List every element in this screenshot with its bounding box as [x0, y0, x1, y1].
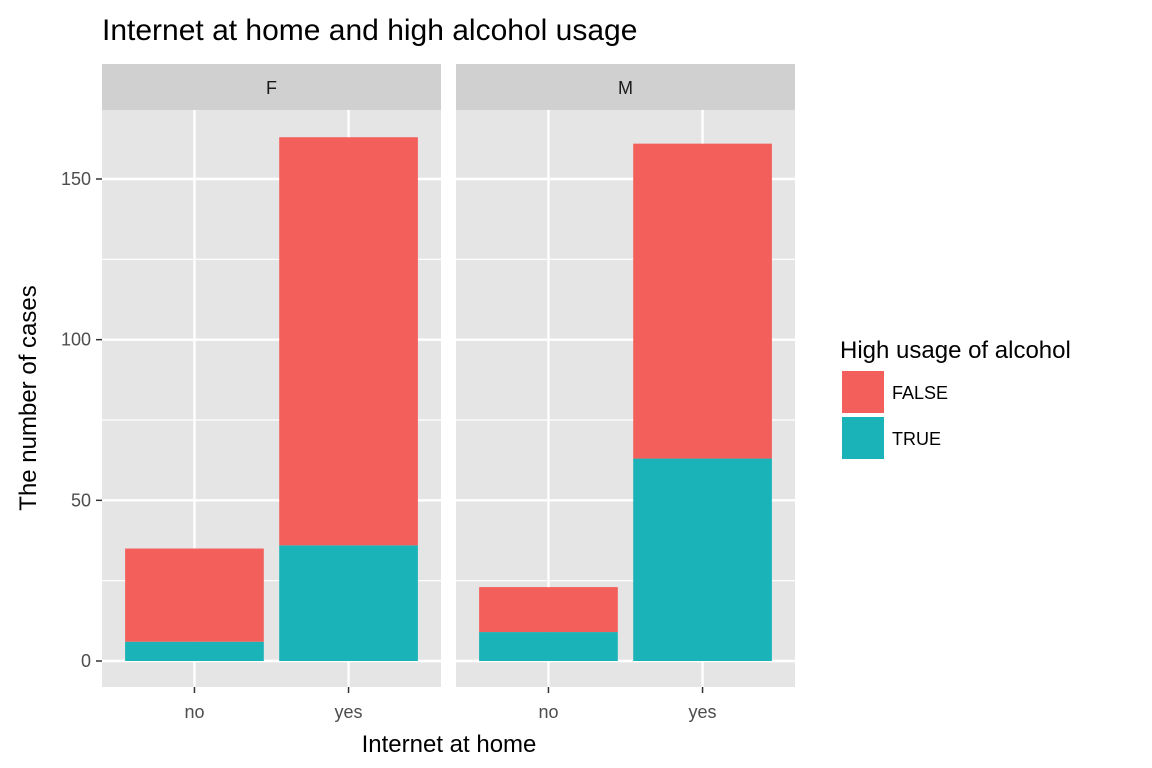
x-tick-label: yes [689, 702, 717, 722]
legend-label-false: FALSE [892, 383, 948, 403]
bar-true-m-no [479, 632, 618, 661]
bar-false-m-yes [633, 143, 772, 459]
legend-title: High usage of alcohol [840, 337, 1071, 364]
x-tick-label: no [538, 702, 558, 722]
bar-false-f-yes [279, 137, 418, 546]
bar-true-f-yes [279, 545, 418, 661]
legend-key-false [842, 371, 884, 413]
chart-title: Internet at home and high alcohol usage [102, 14, 637, 47]
x-tick-label: no [184, 702, 204, 722]
bar-false-f-no [125, 548, 264, 642]
facet-strip [102, 64, 441, 110]
facet-panel-m: Mno yes [456, 64, 795, 722]
x-axis-title: Internet at home [362, 731, 537, 758]
facet-panel-f: Fno yes [102, 64, 441, 722]
y-tick-label: 50 [71, 490, 91, 510]
y-axis-title: The number of cases [15, 285, 42, 510]
legend-key-true [842, 417, 884, 459]
y-axis: 0 50 100 150 [61, 169, 102, 671]
legend: High usage of alcohol FALSE TRUE [840, 337, 1071, 459]
legend-label-true: TRUE [892, 429, 941, 449]
bar-false-m-no [479, 587, 618, 633]
facet-strip-label: F [266, 78, 277, 98]
facet-strip [456, 64, 795, 110]
bar-true-f-no [125, 641, 264, 661]
x-tick-label: yes [335, 702, 363, 722]
bar-true-m-yes [633, 458, 772, 661]
y-tick-label: 150 [61, 169, 91, 189]
facet-panels: Fno yes Mno yes [102, 64, 795, 722]
y-tick-label: 100 [61, 330, 91, 350]
y-tick-label: 0 [81, 651, 91, 671]
facet-strip-label: M [618, 78, 633, 98]
